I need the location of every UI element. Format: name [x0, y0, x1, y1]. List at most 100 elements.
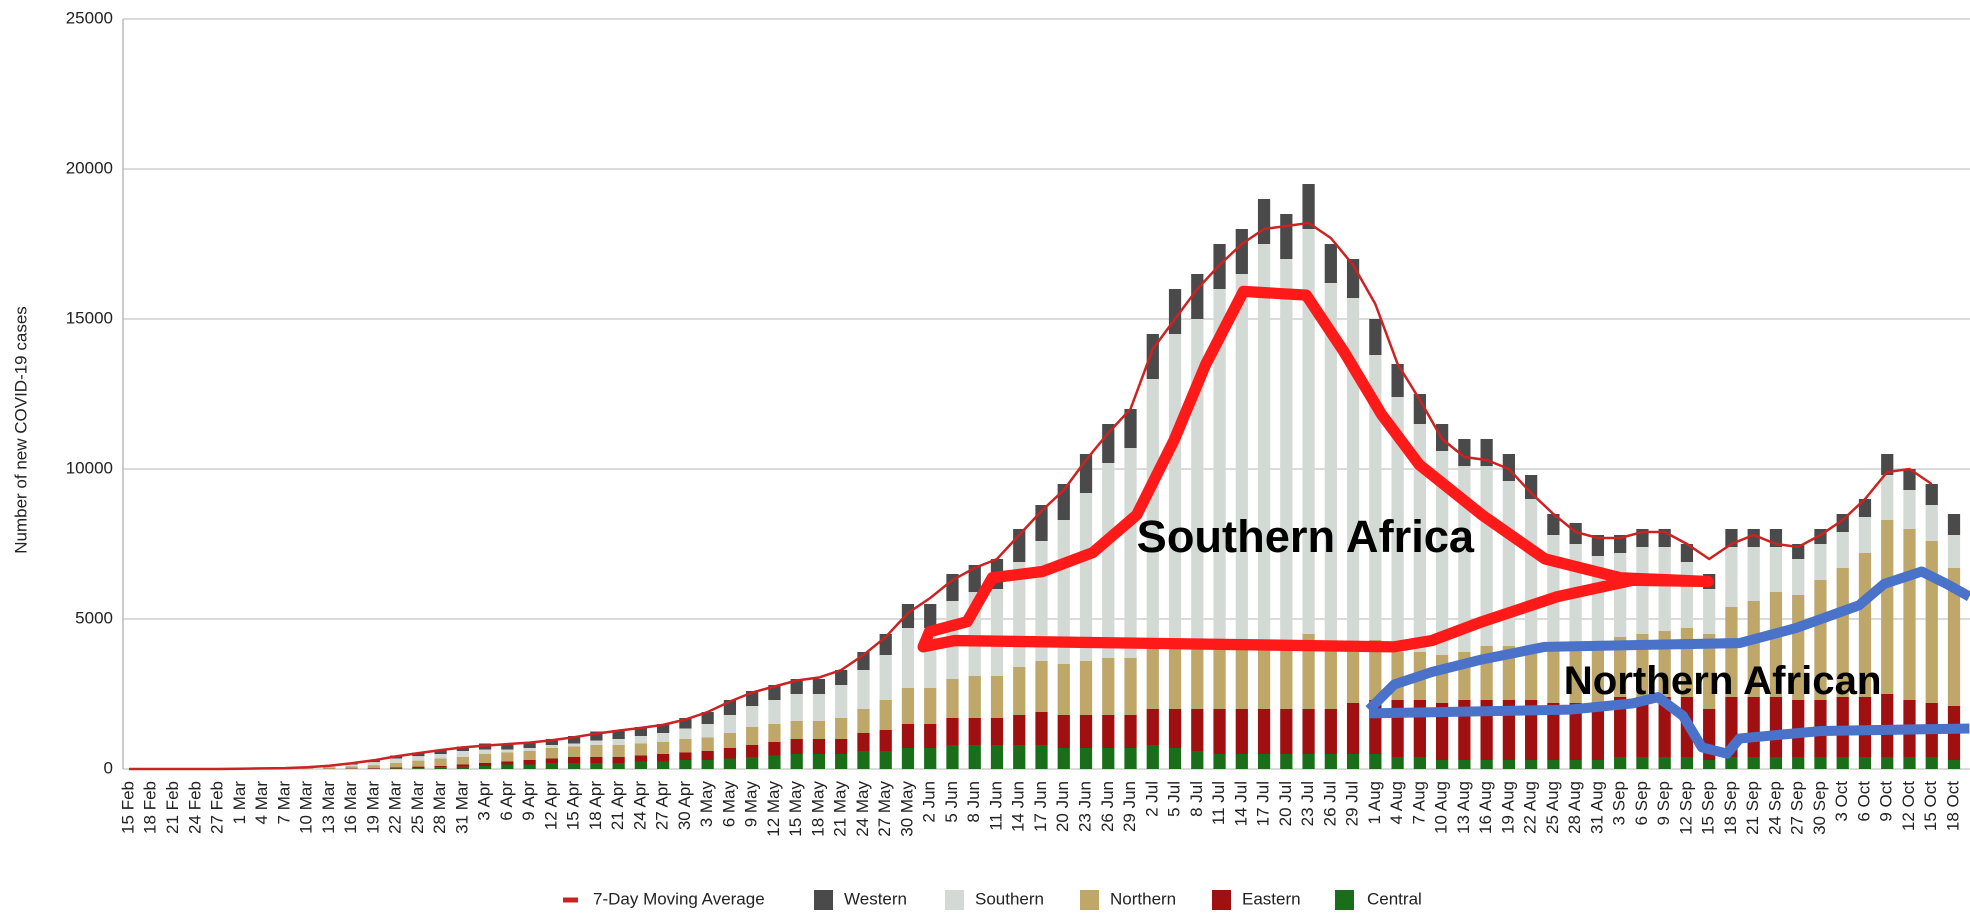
bar-segment [1280, 709, 1293, 754]
bar-segment [1814, 580, 1827, 700]
bar-segment [1814, 757, 1827, 769]
x-tick-label: 10 Mar [297, 781, 316, 834]
bar-segment [701, 751, 714, 760]
x-tick-label: 20 Jun [1053, 781, 1072, 832]
x-tick-label: 21 May [831, 781, 850, 837]
bar-segment [1703, 634, 1716, 709]
bar-segment [1502, 454, 1515, 481]
bar-segment [1903, 490, 1916, 529]
moving-average-line [129, 221, 1933, 771]
bar-segment [367, 762, 380, 766]
bar-segment [1547, 649, 1560, 703]
bar-segment [1413, 394, 1426, 424]
bar-segment [1769, 697, 1783, 757]
bar-segment [1458, 439, 1471, 466]
bar-segment [990, 745, 1004, 769]
bar-segment [746, 727, 759, 745]
bar-segment [657, 733, 670, 742]
bar-segment [1435, 760, 1449, 769]
bar-segment [812, 754, 826, 769]
bar-segment [1591, 703, 1605, 760]
x-tick-label: 31 Mar [452, 781, 471, 834]
bar-segment [1658, 547, 1671, 631]
bar-segment [1391, 397, 1404, 652]
x-tick-label: 3 May [697, 781, 716, 828]
bar-segment [879, 655, 892, 700]
y-tick-label: 10000 [66, 458, 113, 477]
bar-segment [1079, 493, 1093, 661]
bar-segment [434, 758, 447, 766]
bar-segment [1614, 535, 1627, 553]
x-tick-label: 27 Apr [653, 781, 672, 830]
bar-segment [1614, 553, 1627, 637]
x-tick-label: 2 Jul [1142, 781, 1161, 817]
bar-segment [679, 739, 692, 753]
bar-segment [657, 761, 670, 769]
bar-segment [1124, 748, 1137, 769]
bar-segment [523, 751, 536, 760]
bar-segment [1213, 649, 1226, 709]
x-tick-label: 7 Aug [1409, 781, 1428, 825]
bar-segment [1346, 298, 1360, 643]
bar-segment [879, 730, 892, 751]
bar-segment [545, 745, 558, 748]
x-tick-label: 17 Jul [1254, 781, 1273, 826]
x-tick-label: 15 Oct [1921, 781, 1940, 831]
bar-segment [434, 754, 447, 759]
bar-segment [1146, 334, 1159, 379]
bar-segment [1636, 697, 1649, 757]
x-tick-label: 5 Jul [1165, 781, 1184, 817]
bar-segment [612, 763, 625, 769]
bar-segment [723, 715, 737, 733]
bar-segment [679, 752, 692, 760]
legend-label: 7-Day Moving Average [593, 889, 765, 908]
bar-segment [701, 737, 714, 751]
x-tick-label: 22 Aug [1521, 781, 1540, 834]
bar-segment [456, 751, 469, 757]
bar-segment [1458, 466, 1471, 652]
bar-segment [701, 724, 714, 738]
bar-segment [1636, 547, 1649, 634]
bar-segment [1925, 757, 1938, 769]
x-tick-label: 23 Jun [1075, 781, 1094, 832]
bar-segment [1013, 745, 1026, 769]
bar-segment [590, 740, 603, 745]
bar-segment [1302, 184, 1315, 229]
annotation: Southern Africa [1137, 511, 1475, 562]
bar-segment [590, 763, 603, 769]
x-tick-label: 16 Mar [341, 781, 360, 834]
legend-label: Southern [975, 889, 1044, 908]
bar-segment [545, 739, 558, 745]
bar-segment [1814, 544, 1827, 580]
bar-segment [1947, 568, 1961, 706]
bar-segment [1035, 745, 1048, 769]
bar-segment [568, 736, 581, 744]
bar-segment [367, 765, 380, 769]
bar-segment [1280, 754, 1293, 769]
bar-segment [746, 745, 759, 757]
bar-segment [1235, 754, 1248, 769]
bar-segment [1213, 709, 1226, 754]
bar-segment [768, 685, 781, 700]
bar-segment [1614, 757, 1627, 769]
x-tick-label: 24 Feb [185, 781, 204, 834]
x-tick-label: 18 Sep [1721, 781, 1740, 835]
x-tick-label: 15 Feb [118, 781, 137, 834]
bar-segment [835, 670, 848, 685]
legend-swatch [814, 890, 833, 910]
bar-segment [634, 743, 648, 756]
bar-segment [545, 763, 558, 769]
x-tick-label: 18 May [808, 781, 827, 837]
legend-swatch [1335, 890, 1354, 910]
bar-segment [723, 758, 737, 769]
x-tick-label: 11 Jun [986, 781, 1005, 831]
bar-segment [300, 768, 314, 769]
bar-segment [323, 767, 336, 769]
bar-segment [1903, 529, 1916, 700]
x-tick-label: 24 Apr [630, 781, 649, 830]
bar-segment [657, 754, 670, 762]
x-tick-label: 8 Jun [964, 781, 983, 823]
bar-segment [1614, 637, 1627, 697]
bar-segment [568, 746, 581, 757]
x-tick-label: 24 Sep [1765, 781, 1784, 835]
